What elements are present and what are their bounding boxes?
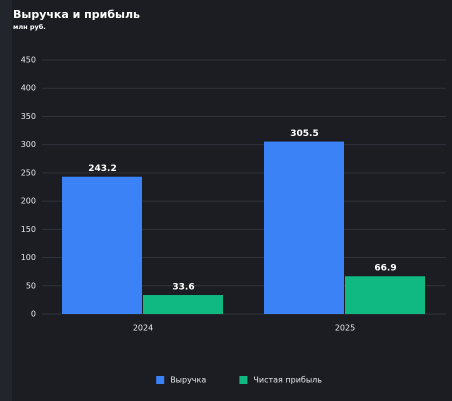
y-tick-label: 300 xyxy=(21,140,36,149)
y-tick-label: 0 xyxy=(31,310,36,319)
legend-swatch xyxy=(239,376,248,384)
y-tick-label: 250 xyxy=(21,168,36,177)
value-label: 33.6 xyxy=(172,283,194,293)
x-tick-label: 2025 xyxy=(335,324,355,333)
bar xyxy=(345,276,425,314)
x-tick-label: 2024 xyxy=(133,324,153,333)
bar xyxy=(143,295,223,314)
y-tick-label: 100 xyxy=(21,253,36,262)
chart-title: Выручка и прибыль xyxy=(13,8,140,21)
value-label: 243.2 xyxy=(88,164,116,174)
y-tick-label: 350 xyxy=(21,112,36,121)
legend-label: Чистая прибыль xyxy=(253,376,322,385)
y-tick-label: 50 xyxy=(26,281,36,290)
y-tick-label: 150 xyxy=(21,225,36,234)
value-label: 66.9 xyxy=(374,264,396,274)
y-tick-label: 200 xyxy=(21,197,36,206)
side-strip xyxy=(0,0,12,401)
bar xyxy=(264,141,344,314)
legend-label: Выручка xyxy=(170,376,206,385)
y-tick-label: 450 xyxy=(21,56,36,65)
bar xyxy=(62,176,142,314)
value-label: 305.5 xyxy=(290,129,318,139)
chart-subtitle: млн руб. xyxy=(13,23,46,31)
y-tick-label: 400 xyxy=(21,84,36,93)
legend-swatch xyxy=(156,376,165,384)
